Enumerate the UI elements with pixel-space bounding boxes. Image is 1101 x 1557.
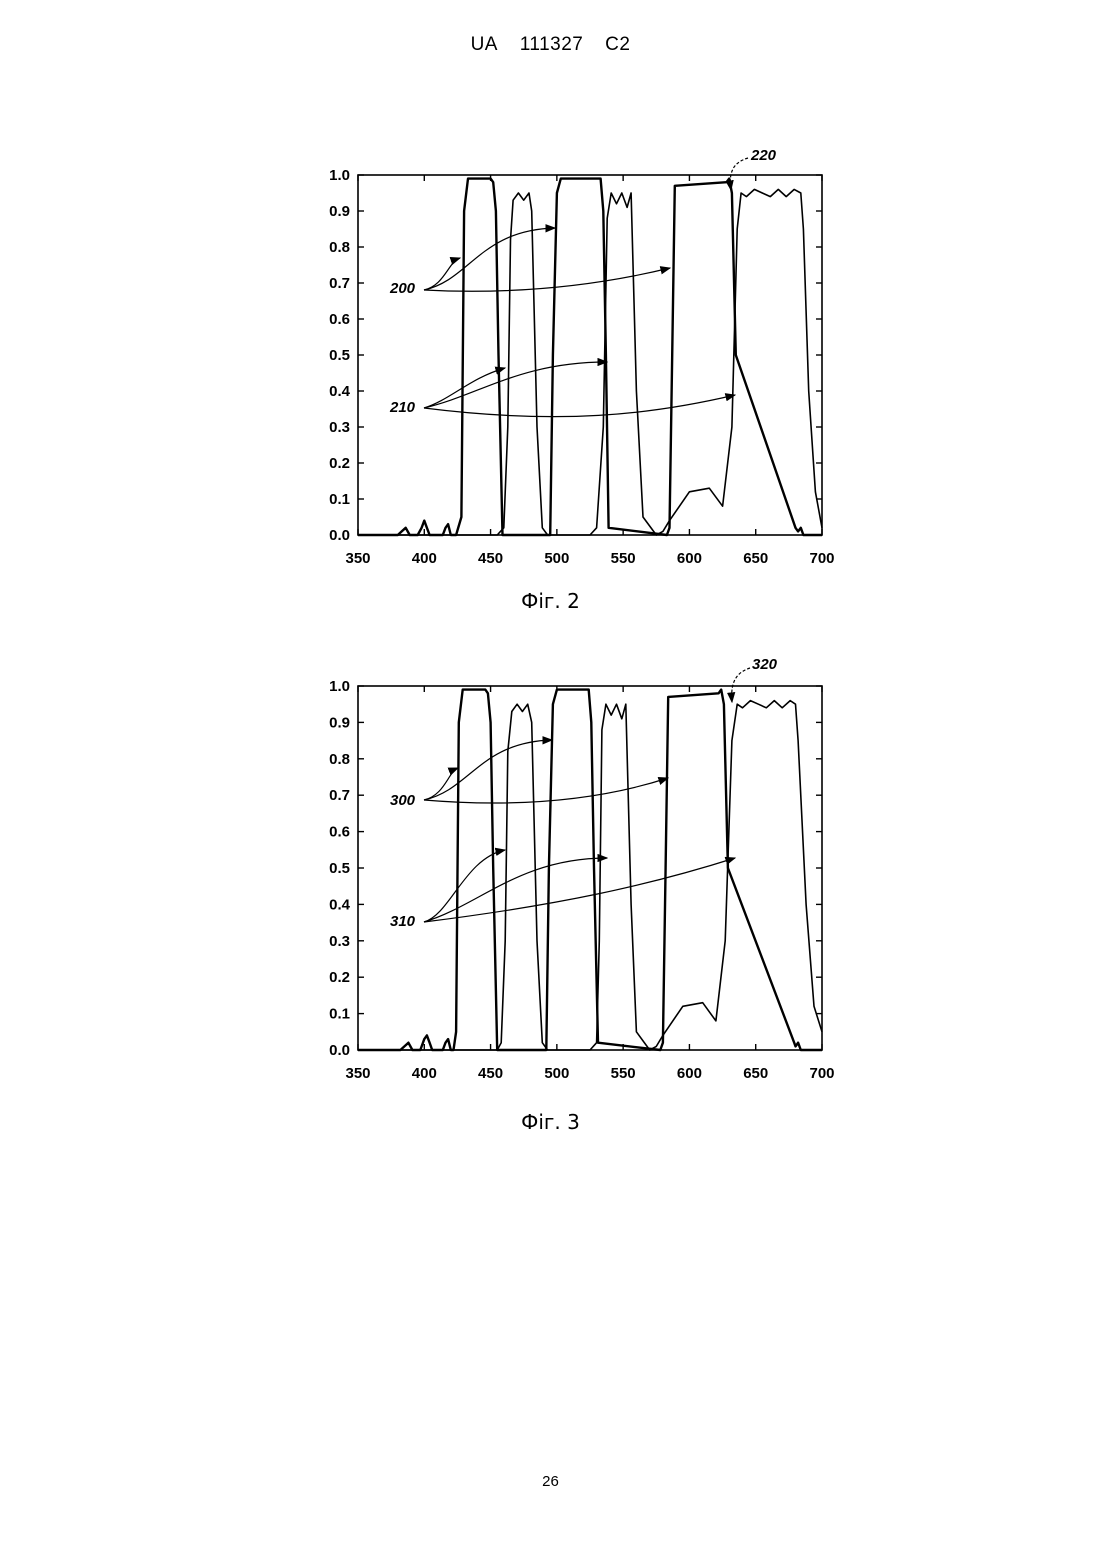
ref-label-b: 310 xyxy=(390,913,416,930)
patent-number: 111327 xyxy=(520,34,584,55)
leader-arrow xyxy=(424,368,505,408)
x-tick-label: 400 xyxy=(412,1065,437,1082)
plot-frame xyxy=(358,175,822,535)
figure-3-caption: Фіг. 3 xyxy=(0,1110,1101,1134)
kind-code: C2 xyxy=(605,34,630,55)
leader-arrow xyxy=(424,858,735,922)
x-tick-label: 400 xyxy=(412,550,437,567)
y-tick-label: 0.0 xyxy=(329,1042,350,1059)
plot-frame xyxy=(358,686,822,1050)
leader-arrow xyxy=(424,362,607,408)
x-tick-label: 450 xyxy=(478,550,503,567)
ref-label-c: 320 xyxy=(752,656,778,673)
x-tick-label: 500 xyxy=(544,550,569,567)
y-tick-label: 0.7 xyxy=(329,787,350,804)
page-number: 26 xyxy=(0,1473,1101,1490)
x-tick-label: 650 xyxy=(743,550,768,567)
leader-arrow xyxy=(424,858,607,922)
y-tick-label: 0.0 xyxy=(329,527,350,544)
series-line-1 xyxy=(358,179,822,535)
ref-label-a: 300 xyxy=(390,792,416,809)
annotations: 300 310 320 xyxy=(390,656,778,930)
y-tick-label: 1.0 xyxy=(329,167,350,184)
y-tick-label: 0.6 xyxy=(329,311,350,328)
y-tick-label: 0.3 xyxy=(329,933,350,950)
x-tick-label: 600 xyxy=(677,1065,702,1082)
series-line-1 xyxy=(358,690,822,1050)
document-header: UA 111327 C2 xyxy=(0,34,1101,56)
y-tick-label: 0.9 xyxy=(329,714,350,731)
y-tick-label: 0.2 xyxy=(329,969,350,986)
office-code: UA xyxy=(471,34,498,55)
series-line-2 xyxy=(358,701,822,1050)
figure-2-chart: 0.0 0.1 0.2 0.3 0.4 0.5 0.6 0.7 0.8 0.9 1.0 350 400 4… xyxy=(0,140,1101,580)
y-tick-label: 0.1 xyxy=(329,491,350,508)
x-tick-label: 500 xyxy=(544,1065,569,1082)
x-tick-label: 350 xyxy=(345,550,370,567)
leader-arrow xyxy=(424,768,458,800)
y-tick-label: 0.5 xyxy=(329,347,350,364)
x-tick-label: 700 xyxy=(809,1065,834,1082)
x-tick-label: 650 xyxy=(743,1065,768,1082)
y-tick-label: 0.2 xyxy=(329,455,350,472)
y-tick-label: 0.3 xyxy=(329,419,350,436)
leader-arrow xyxy=(730,158,748,190)
leader-arrow xyxy=(424,228,555,290)
plot-area: 0.0 0.1 0.2 0.3 0.4 0.5 0.6 0.7 0.8 0.9 1.0 350 400 4… xyxy=(329,167,834,567)
figure-3-chart: 0.0 0.1 0.2 0.3 0.4 0.5 0.6 0.7 0.8 0.9 1.0 350 400 4… xyxy=(0,650,1101,1095)
leader-arrow xyxy=(732,668,750,702)
plot-area: 0.0 0.1 0.2 0.3 0.4 0.5 0.6 0.7 0.8 0.9 1.0 350 400 4… xyxy=(329,678,834,1082)
x-tick-label: 550 xyxy=(611,1065,636,1082)
y-tick-label: 0.5 xyxy=(329,860,350,877)
y-tick-label: 0.4 xyxy=(329,896,351,913)
y-tick-label: 0.8 xyxy=(329,239,350,256)
y-tick-label: 1.0 xyxy=(329,678,350,695)
figure-2-caption: Фіг. 2 xyxy=(0,589,1101,613)
ref-label-a: 200 xyxy=(389,280,416,297)
y-tick-label: 0.7 xyxy=(329,275,350,292)
y-tick-label: 0.9 xyxy=(329,203,350,220)
leader-arrow xyxy=(424,395,735,417)
x-tick-label: 550 xyxy=(611,550,636,567)
y-tick-label: 0.6 xyxy=(329,824,350,841)
y-tick-label: 0.4 xyxy=(329,383,351,400)
annotations: 200 210 220 xyxy=(389,147,777,417)
ref-label-b: 210 xyxy=(389,399,416,416)
y-tick-label: 0.1 xyxy=(329,1006,350,1023)
x-tick-label: 450 xyxy=(478,1065,503,1082)
ref-label-c: 220 xyxy=(750,147,777,164)
leader-arrow xyxy=(424,258,460,290)
x-tick-label: 700 xyxy=(809,550,834,567)
x-tick-label: 600 xyxy=(677,550,702,567)
x-tick-label: 350 xyxy=(345,1065,370,1082)
y-tick-label: 0.8 xyxy=(329,751,350,768)
